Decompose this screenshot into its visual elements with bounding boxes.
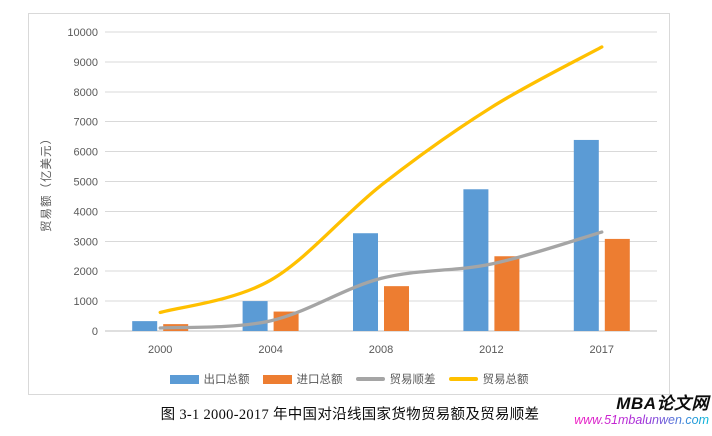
y-tick-label: 0 xyxy=(92,326,98,338)
x-tick-label: 2017 xyxy=(590,344,614,356)
y-tick-label: 4000 xyxy=(74,206,98,218)
gridlines xyxy=(105,31,657,332)
bar-s1-c4 xyxy=(604,238,630,331)
bar-s1-c1 xyxy=(273,311,299,331)
legend-item-1: 进口总额 xyxy=(262,371,343,387)
legend-swatch-line xyxy=(355,377,385,381)
x-tick-label: 2000 xyxy=(148,344,172,356)
legend-label: 贸易总额 xyxy=(482,374,529,386)
line-s0 xyxy=(158,230,604,330)
legend-label: 进口总额 xyxy=(296,374,343,386)
x-tick-label: 2004 xyxy=(258,344,282,356)
legend-label: 贸易顺差 xyxy=(389,374,436,386)
y-tick-label: 10000 xyxy=(67,27,98,39)
x-tick-label: 2008 xyxy=(369,344,393,356)
watermark-url: www.51mbalunwen.com xyxy=(574,412,709,427)
x-tick-label: 2012 xyxy=(479,344,503,356)
y-tick-label: 3000 xyxy=(74,236,98,248)
bar-s0-c3 xyxy=(463,189,489,331)
chart-legend: 出口总额 进口总额 贸易顺差 贸易总额 xyxy=(29,371,669,387)
bar-s1-c3 xyxy=(494,256,520,331)
bar-s0-c0 xyxy=(132,321,158,331)
line-series xyxy=(158,45,604,330)
y-tick-label: 8000 xyxy=(74,87,98,99)
bar-s1-c2 xyxy=(384,286,409,331)
axis-labels: 0 1000 2000 3000 4000 5000 6000 7000 8000 9000 100… xyxy=(67,27,614,356)
legend-label: 出口总额 xyxy=(203,374,250,386)
legend-item-0: 出口总额 xyxy=(169,371,250,387)
legend-item-2: 贸易顺差 xyxy=(355,371,436,387)
bar-s0-c1 xyxy=(242,301,268,331)
y-tick-label: 2000 xyxy=(74,266,98,278)
legend-swatch-bar xyxy=(262,374,292,384)
legend-item-3: 贸易总额 xyxy=(448,371,529,387)
figure-caption: 图 3-1 2000-2017 年中国对沿线国家货物贸易额及贸易顺差 xyxy=(160,407,540,423)
y-tick-label: 9000 xyxy=(74,57,98,69)
y-tick-label: 6000 xyxy=(74,147,98,159)
y-tick-label: 7000 xyxy=(74,117,98,129)
chart-canvas: 0 1000 2000 3000 4000 5000 6000 7000 8000 9000 100… xyxy=(67,27,657,356)
legend-swatch-bar xyxy=(169,374,199,384)
watermark: MBA论文网 www.51mbalunwen.com xyxy=(574,394,709,427)
line-s1 xyxy=(158,45,604,315)
legend-swatch-line xyxy=(448,377,478,381)
chart-frame: 0 1000 2000 3000 4000 5000 6000 7000 8000 9000 100… xyxy=(28,13,670,395)
watermark-site-name: MBA论文网 xyxy=(616,394,709,413)
y-tick-label: 1000 xyxy=(74,296,98,308)
y-tick-label: 5000 xyxy=(74,177,98,189)
